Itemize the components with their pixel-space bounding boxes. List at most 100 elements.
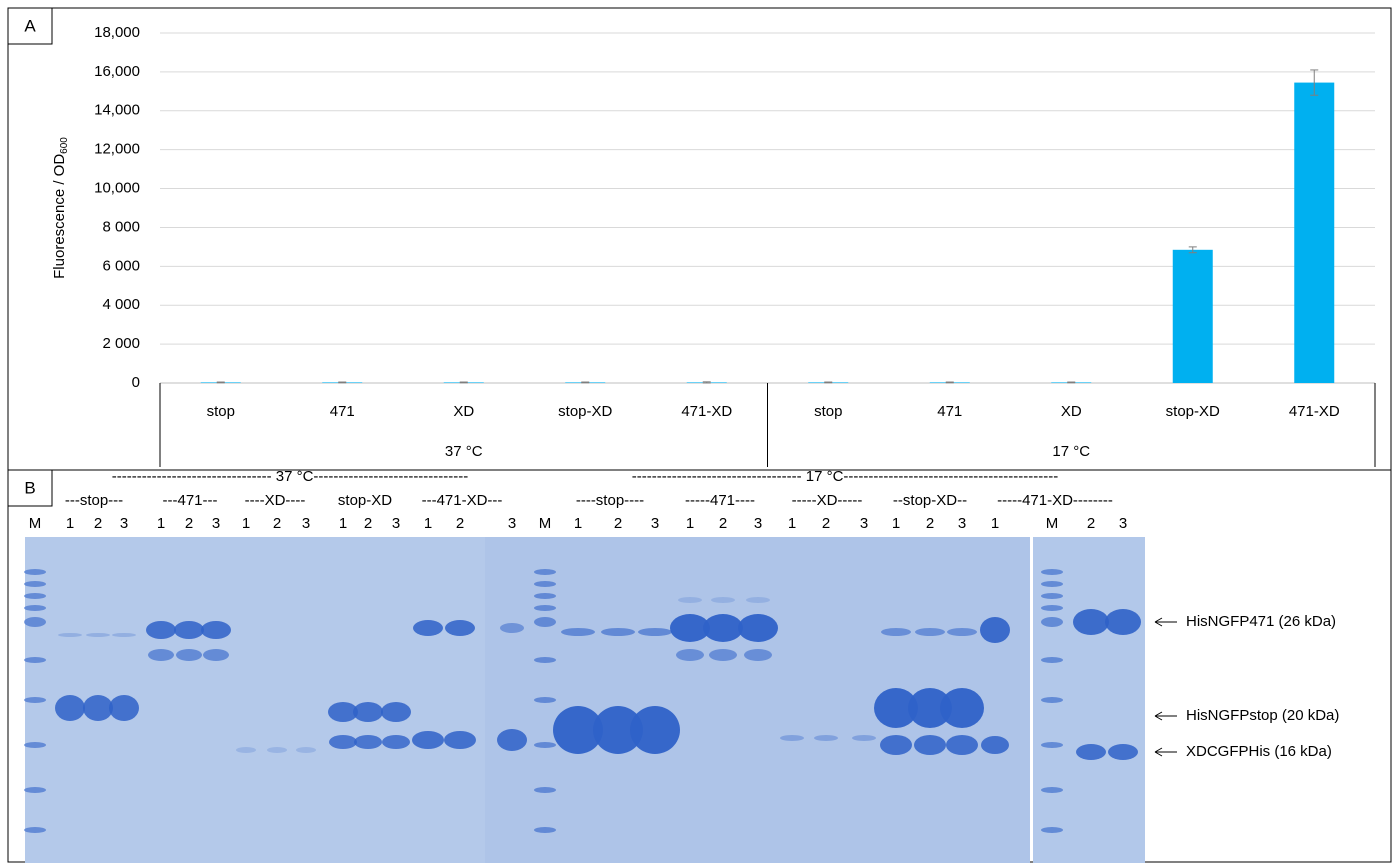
gel-band: [744, 649, 772, 661]
lane-label: M: [29, 515, 42, 532]
gel-band: [1105, 609, 1141, 635]
panel-a-frame: [7, 7, 1392, 471]
x-tick-label: XD: [453, 403, 474, 420]
gel-band: [174, 621, 204, 639]
gel-band: [1108, 744, 1138, 760]
arrow-head: [1154, 747, 1163, 757]
error-bar: [338, 381, 347, 384]
gel-band: [593, 706, 643, 754]
lane-label: 2: [185, 515, 193, 532]
gel-band: [296, 747, 316, 753]
lane-group-label: ---471---: [163, 492, 218, 509]
lane-label: 3: [754, 515, 762, 532]
lane-label: 3: [120, 515, 128, 532]
gel-band: [354, 735, 382, 749]
lane-label: M: [1046, 515, 1059, 532]
gel-band: [24, 787, 46, 793]
error-bar: [1067, 381, 1076, 384]
gel-band: [381, 702, 411, 722]
error-bar: [824, 381, 833, 384]
gel-band: [203, 649, 229, 661]
x-tick-label: stop: [207, 403, 235, 420]
gel-band: [58, 633, 82, 637]
gel-band: [630, 706, 680, 754]
lane-label: 2: [456, 515, 464, 532]
gel-band: [1073, 609, 1109, 635]
gel-band: [534, 787, 556, 793]
y-tick-label: 0: [132, 374, 140, 391]
gel-band: [1041, 581, 1063, 587]
gel-band: [1041, 605, 1063, 611]
lane-label: 1: [66, 515, 74, 532]
gel-band: [1041, 657, 1063, 663]
lane-label: 1: [242, 515, 250, 532]
y-axis-title-main: Fluorescence / OD: [51, 154, 68, 279]
gel-band: [112, 633, 136, 637]
gel-band: [534, 697, 556, 703]
group-label: 17 °C: [1052, 443, 1090, 460]
gel-band: [534, 593, 556, 599]
gel: [24, 537, 1145, 863]
gel-band: [83, 695, 113, 721]
error-bar: [702, 381, 711, 384]
gel-band: [444, 731, 476, 749]
lane-group-label: stop-XD: [338, 492, 392, 509]
gel-band: [874, 688, 918, 728]
gel-band: [534, 827, 556, 833]
gel-band: [678, 597, 702, 603]
lane-label: 2: [822, 515, 830, 532]
lane-label: 1: [788, 515, 796, 532]
lane-label: 1: [686, 515, 694, 532]
gel-band: [267, 747, 287, 753]
y-axis-title-sub: 600: [59, 137, 70, 154]
gel-band: [497, 729, 527, 751]
gel-band: [711, 597, 735, 603]
y-axis-title: Fluorescence / OD600: [51, 137, 70, 279]
gel-band: [780, 735, 804, 741]
lane-group-label: --stop-XD--: [893, 492, 967, 509]
gel-band: [413, 620, 443, 636]
gel-band: [24, 605, 46, 611]
lane-label: 2: [614, 515, 622, 532]
error-bar: [1310, 69, 1319, 96]
gel-band: [814, 735, 838, 741]
lane-label: 3: [958, 515, 966, 532]
x-tick-label: 471-XD: [1289, 403, 1340, 420]
gel-band: [1041, 617, 1063, 627]
error-bar: [1188, 246, 1197, 254]
x-tick-label: XD: [1061, 403, 1082, 420]
x-tick-label: stop-XD: [558, 403, 612, 420]
gel-band: [55, 695, 85, 721]
gel-band: [445, 620, 475, 636]
x-tick-label: 471: [937, 403, 962, 420]
y-tick-label: 18,000: [94, 24, 140, 41]
band-annotation: HisNGFP471 (26 kDa): [1186, 613, 1336, 630]
gel-band: [353, 702, 383, 722]
gel-band: [915, 628, 945, 636]
band-annotation: HisNGFPstop (20 kDa): [1186, 707, 1339, 724]
lane-label: 1: [157, 515, 165, 532]
lane-label: 2: [719, 515, 727, 532]
lane-label: M: [539, 515, 552, 532]
gel-band: [236, 747, 256, 753]
gel-band: [86, 633, 110, 637]
gel-band: [553, 706, 603, 754]
lane-group-label: ----stop----: [576, 492, 644, 509]
lane-label: 3: [302, 515, 310, 532]
gel-band: [24, 593, 46, 599]
gel-band: [24, 569, 46, 575]
lane-label: 1: [892, 515, 900, 532]
gel-header: -------------------------------- 37 °C--…: [112, 468, 469, 485]
lane-label: 2: [1087, 515, 1095, 532]
y-tick-label: 12,000: [94, 141, 140, 158]
gel-band: [1041, 697, 1063, 703]
panel-a-label: A: [24, 16, 36, 35]
lane-label: 1: [339, 515, 347, 532]
lane-label: 2: [926, 515, 934, 532]
panel-b-label-box: [7, 469, 53, 507]
gel-band: [908, 688, 952, 728]
gel-band: [1041, 827, 1063, 833]
error-bar: [581, 381, 590, 384]
lane-label: 1: [991, 515, 999, 532]
